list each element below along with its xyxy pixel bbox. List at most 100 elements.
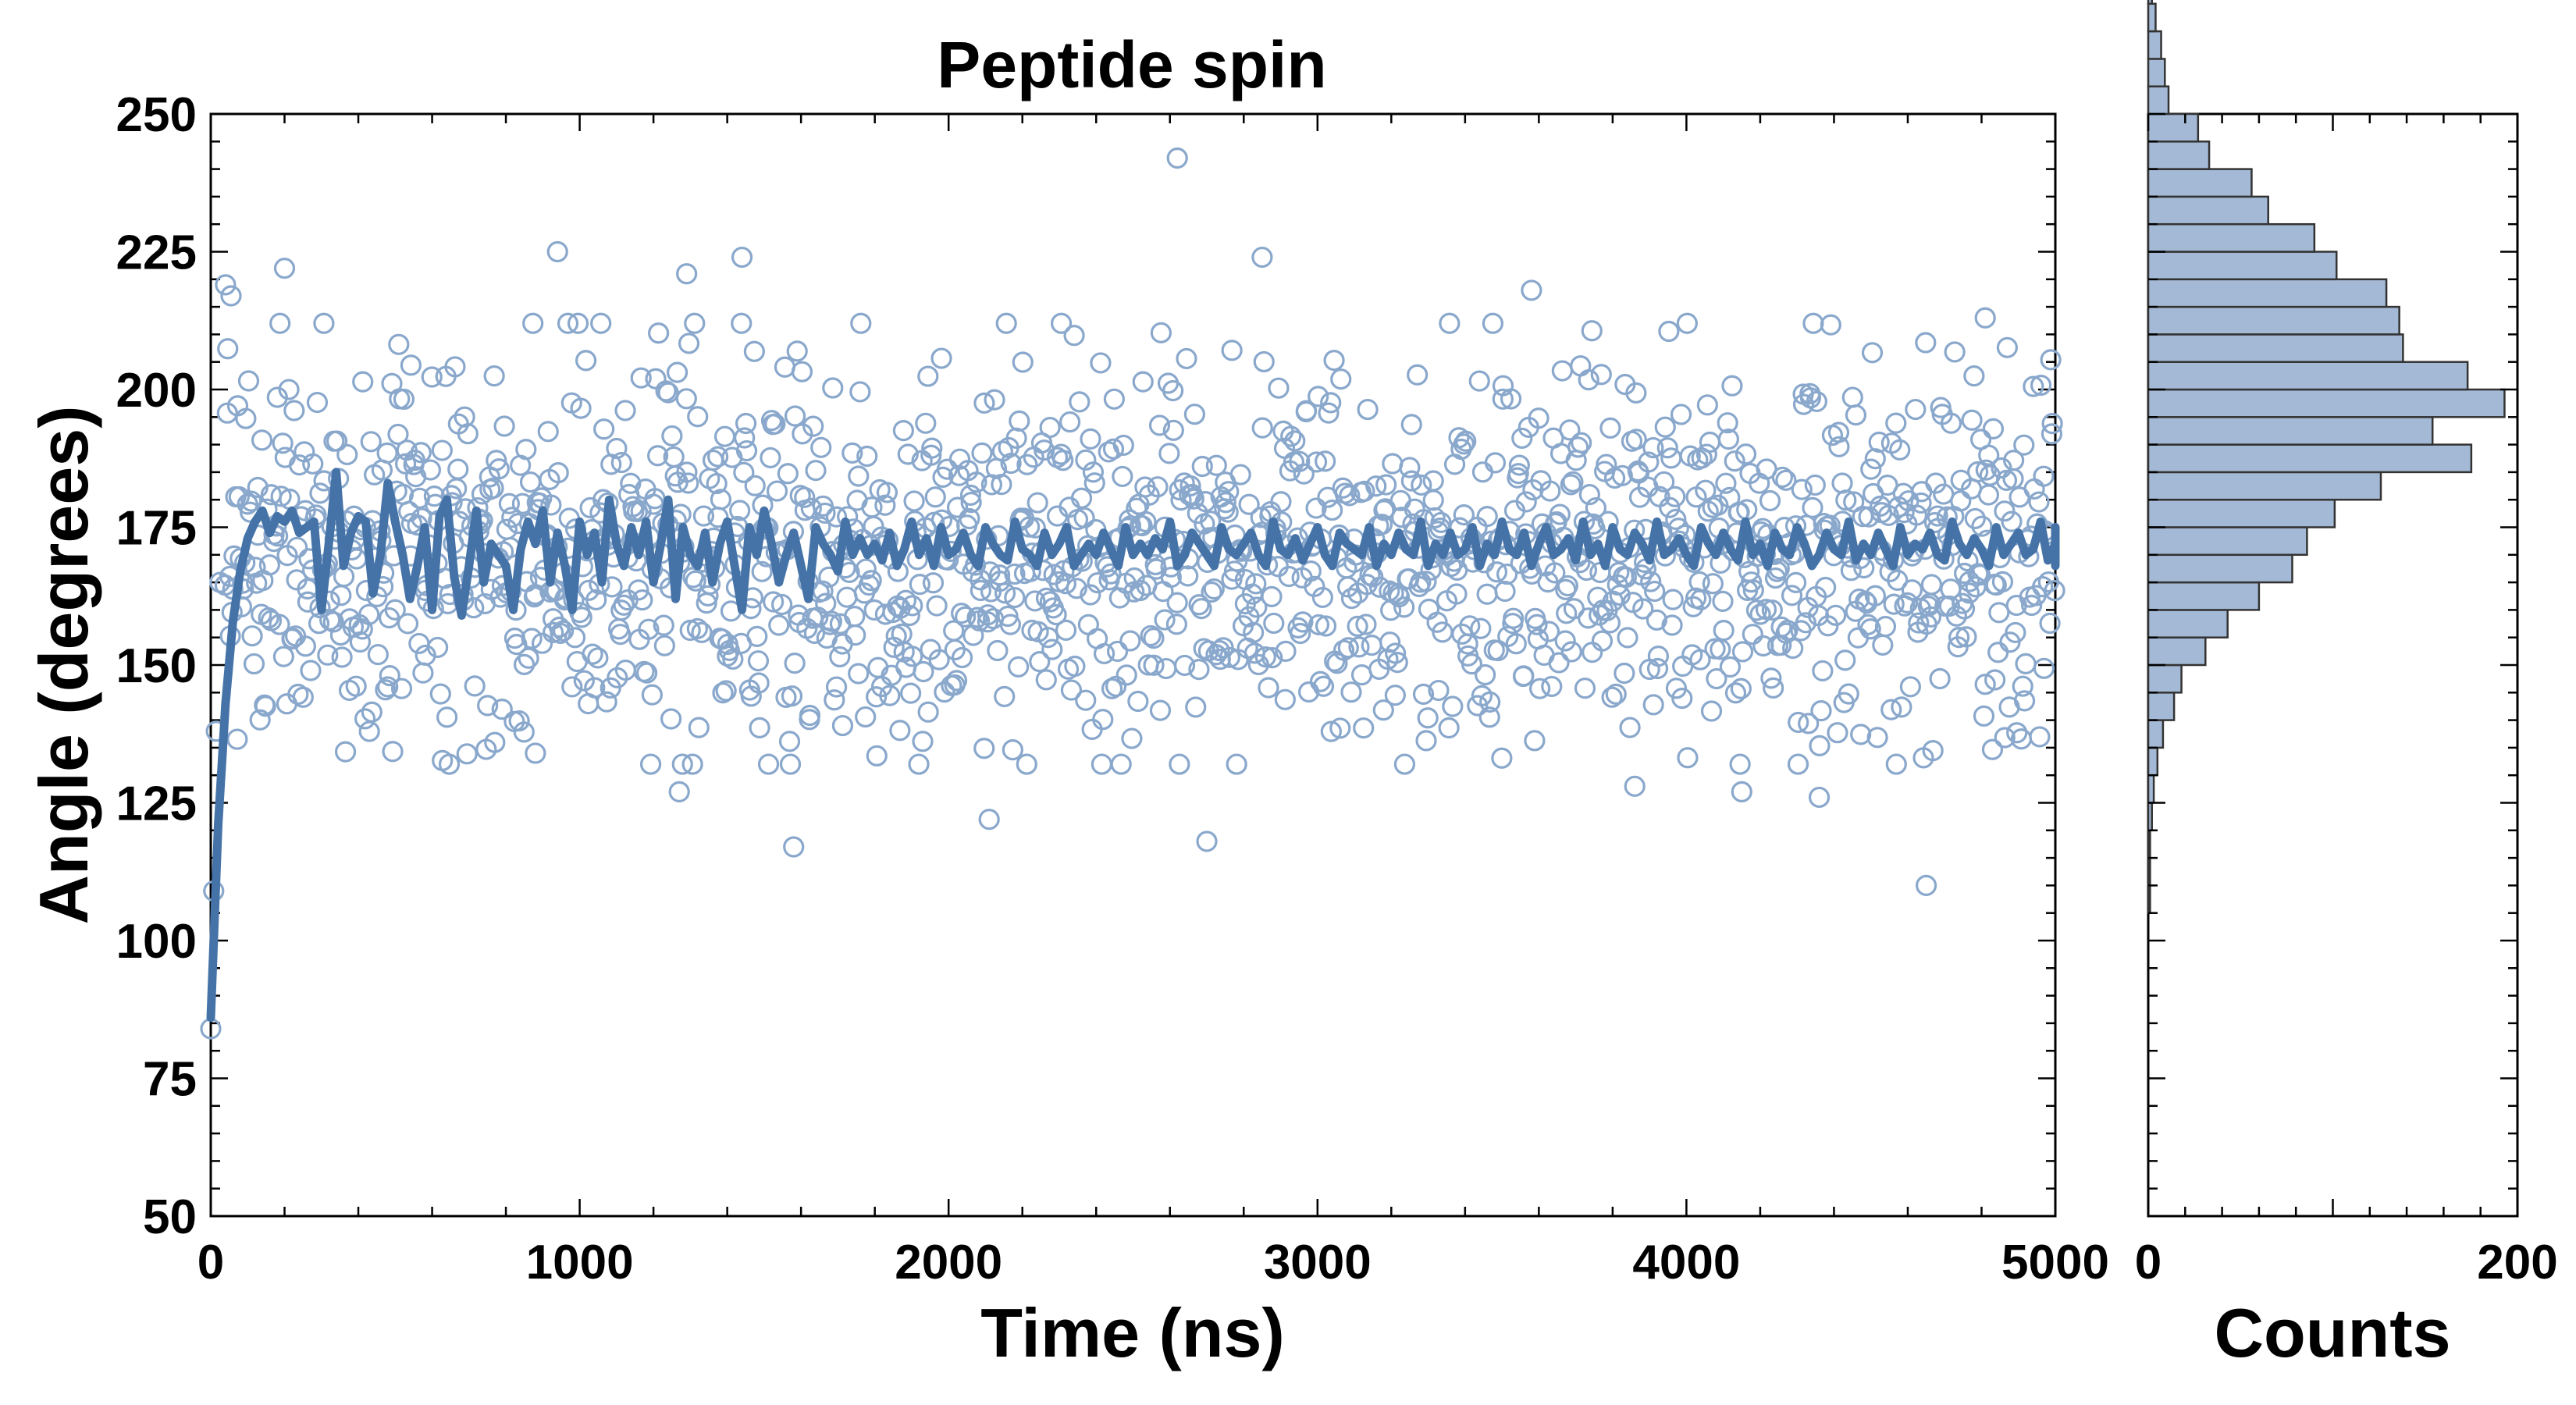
data-point	[997, 605, 1019, 628]
data-point	[668, 781, 690, 802]
data-point	[1601, 686, 1623, 708]
histogram-bar	[2147, 802, 2153, 832]
data-point	[300, 660, 322, 681]
data-point	[731, 312, 753, 334]
data-point	[1605, 683, 1627, 705]
data-point	[1670, 404, 1692, 425]
data-point	[1619, 717, 1641, 738]
data-point	[1453, 433, 1475, 455]
data-point	[940, 540, 962, 562]
data-point	[2041, 423, 2063, 445]
data-point	[676, 461, 698, 483]
data-point	[924, 486, 946, 508]
data-point	[1571, 432, 1592, 454]
data-point	[1868, 431, 1890, 454]
data-point	[1064, 655, 1086, 678]
histogram-bar	[2147, 746, 2159, 777]
data-point	[1199, 510, 1222, 532]
data-point	[959, 507, 980, 530]
data-point	[1713, 620, 1735, 642]
data-point	[397, 613, 419, 635]
data-point	[610, 451, 632, 474]
data-point	[1611, 464, 1633, 486]
main-tick-labels: 0 1000 2000 3000 4000 5000 50 75 100 125 150 175 200…	[116, 88, 2109, 1289]
data-point	[771, 593, 793, 616]
data-point	[384, 599, 406, 621]
data-point	[1901, 579, 1923, 601]
data-point	[395, 453, 417, 475]
histogram-plot: 0 200 Counts	[2135, 0, 2558, 1371]
data-point	[1059, 411, 1081, 433]
data-point	[288, 454, 311, 476]
data-point	[921, 437, 943, 459]
data-point	[1503, 607, 1525, 629]
data-point	[521, 628, 543, 649]
data-point	[1083, 472, 1105, 494]
data-point	[1428, 679, 1450, 702]
data-point	[744, 475, 766, 496]
data-point	[686, 617, 708, 640]
data-point	[1638, 451, 1660, 473]
data-point	[585, 589, 607, 611]
data-point	[1385, 642, 1407, 664]
data-point	[1668, 530, 1690, 552]
histogram-bar	[2147, 2, 2157, 33]
data-point	[309, 482, 331, 504]
data-point	[1243, 621, 1265, 643]
data-point	[1312, 675, 1335, 697]
data-point	[1491, 747, 1513, 769]
data-point	[1945, 605, 1967, 627]
y-tick-label: 200	[116, 364, 197, 418]
histogram-bar	[2147, 361, 2469, 391]
data-point	[912, 731, 934, 752]
data-point	[1246, 596, 1268, 618]
data-point	[1707, 494, 1729, 516]
data-point	[1029, 650, 1051, 673]
data-point	[1513, 665, 1535, 687]
data-point	[1975, 459, 1997, 481]
data-point	[387, 423, 409, 446]
data-point	[1148, 414, 1171, 436]
data-point	[1009, 410, 1030, 432]
data-point	[1809, 735, 1831, 756]
data-point	[675, 388, 697, 410]
data-point	[638, 618, 660, 640]
data-point	[1123, 567, 1145, 589]
data-point	[1591, 630, 1614, 652]
data-point	[1820, 314, 1841, 336]
data-point	[1742, 624, 1763, 646]
data-point	[2029, 726, 2051, 748]
data-point	[1417, 707, 1439, 729]
data-point	[377, 676, 399, 698]
data-point	[590, 312, 612, 334]
histogram-bar	[2147, 305, 2400, 336]
data-point	[1853, 557, 1875, 579]
data-point	[610, 624, 632, 646]
data-point	[270, 486, 292, 507]
data-point	[1194, 491, 1216, 513]
histogram-bar	[2147, 692, 2176, 721]
data-point	[1706, 667, 1727, 690]
data-point	[1426, 611, 1448, 633]
data-point	[786, 340, 808, 362]
data-point	[710, 489, 732, 510]
data-point	[1812, 660, 1834, 682]
data-point	[655, 380, 677, 402]
data-point	[1415, 571, 1437, 592]
data-point	[1642, 436, 1664, 459]
data-point	[525, 742, 546, 764]
data-point	[994, 685, 1016, 707]
data-point	[1372, 699, 1394, 721]
data-point	[1994, 500, 2016, 522]
data-point	[1218, 481, 1240, 503]
data-point	[1677, 747, 1699, 769]
data-point	[1478, 706, 1500, 728]
data-point	[897, 443, 919, 465]
data-point	[1929, 667, 1951, 690]
data-point	[1008, 656, 1030, 678]
data-point	[1908, 612, 1930, 634]
data-point	[1069, 391, 1091, 413]
data-point	[777, 463, 799, 485]
data-point	[614, 400, 636, 422]
data-point	[757, 753, 780, 775]
